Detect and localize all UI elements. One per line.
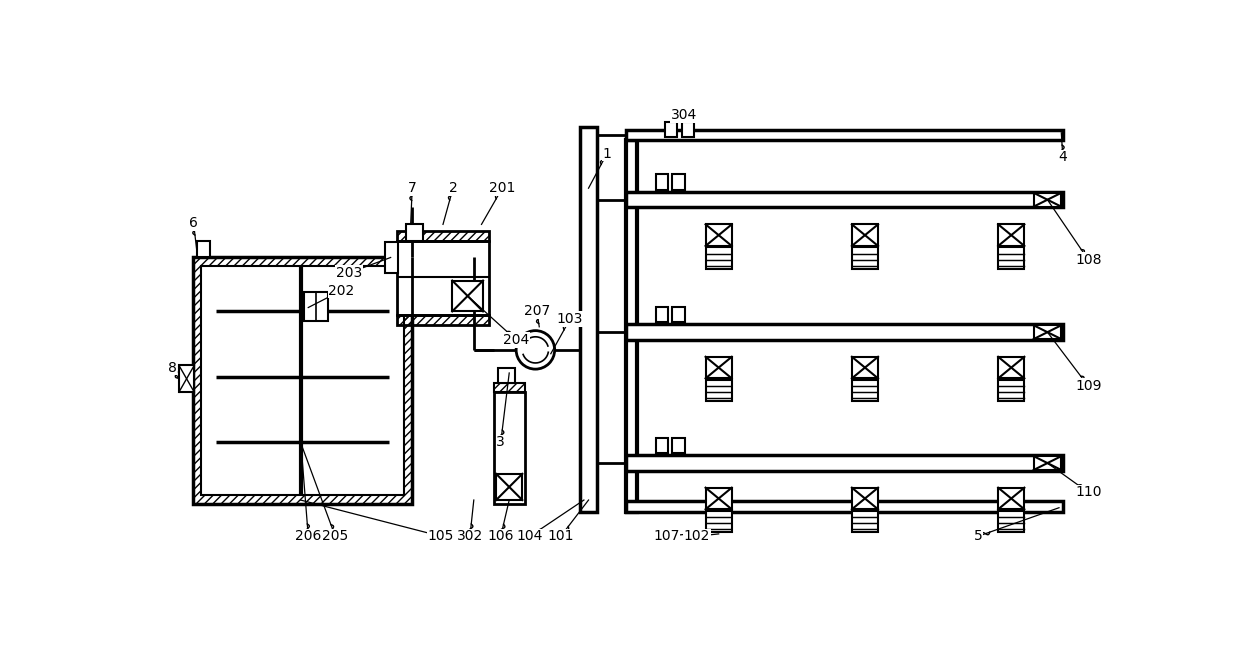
Bar (626, 501, 1063, 512)
Bar (998, 248, 1024, 269)
Text: 109: 109 (1075, 379, 1101, 393)
Bar (496, 474, 522, 500)
Text: 3: 3 (496, 436, 505, 449)
Bar (304, 292, 327, 321)
Bar (1034, 325, 1061, 339)
Bar (706, 248, 732, 269)
Bar (682, 122, 694, 137)
Text: 1: 1 (603, 147, 611, 160)
Bar (494, 383, 525, 392)
Bar (852, 248, 878, 269)
Bar (1034, 193, 1061, 207)
Text: 107: 107 (653, 530, 680, 543)
Text: 304: 304 (671, 108, 697, 122)
Text: 2: 2 (449, 181, 458, 195)
Text: 106: 106 (487, 530, 515, 543)
Bar (626, 129, 1063, 141)
Bar (852, 510, 878, 532)
Bar (672, 307, 684, 322)
Bar (626, 141, 637, 512)
Text: 7: 7 (408, 181, 417, 195)
Text: 207: 207 (523, 304, 551, 319)
Bar (405, 225, 423, 241)
Bar (656, 307, 668, 322)
Bar (580, 127, 596, 512)
Bar (998, 487, 1024, 509)
Bar (656, 438, 668, 453)
Bar (706, 487, 732, 509)
Bar (852, 380, 878, 401)
Bar (852, 225, 878, 246)
Text: 4: 4 (1059, 150, 1068, 164)
Bar (397, 315, 490, 325)
Text: 108: 108 (1075, 253, 1101, 267)
Bar (192, 258, 412, 504)
Bar (197, 240, 211, 258)
Bar (706, 380, 732, 401)
Text: 5: 5 (973, 530, 982, 543)
Text: 104: 104 (517, 530, 543, 543)
Bar (626, 455, 1063, 471)
Bar (672, 174, 684, 190)
Bar (706, 357, 732, 378)
Circle shape (516, 330, 554, 369)
Bar (852, 357, 878, 378)
Bar (665, 122, 677, 137)
Bar (386, 242, 398, 273)
Text: 102: 102 (684, 530, 711, 543)
Bar (852, 487, 878, 509)
Text: 206: 206 (295, 530, 321, 543)
Bar (397, 241, 490, 315)
Text: 302: 302 (456, 530, 484, 543)
Text: 204: 204 (503, 333, 529, 347)
Bar (494, 392, 525, 504)
Text: 105: 105 (428, 530, 454, 543)
Bar (998, 357, 1024, 378)
Bar (626, 192, 1063, 208)
Bar (453, 281, 484, 311)
Text: 101: 101 (548, 530, 574, 543)
Text: 103: 103 (557, 312, 583, 326)
Text: 202: 202 (329, 284, 355, 298)
Bar (998, 225, 1024, 246)
Bar (706, 225, 732, 246)
Bar (201, 266, 404, 495)
Text: 203: 203 (336, 266, 362, 280)
Text: 201: 201 (489, 181, 516, 195)
Bar (626, 325, 1063, 340)
Bar (1034, 456, 1061, 470)
Bar (397, 231, 490, 241)
Bar (998, 510, 1024, 532)
Text: 6: 6 (188, 216, 198, 230)
Bar (179, 365, 195, 392)
Text: 205: 205 (322, 530, 348, 543)
Bar (672, 438, 684, 453)
Bar (998, 380, 1024, 401)
Bar (656, 174, 668, 190)
Bar (497, 367, 515, 383)
Text: 110: 110 (1075, 486, 1101, 499)
Bar (706, 510, 732, 532)
Text: 8: 8 (167, 361, 176, 374)
